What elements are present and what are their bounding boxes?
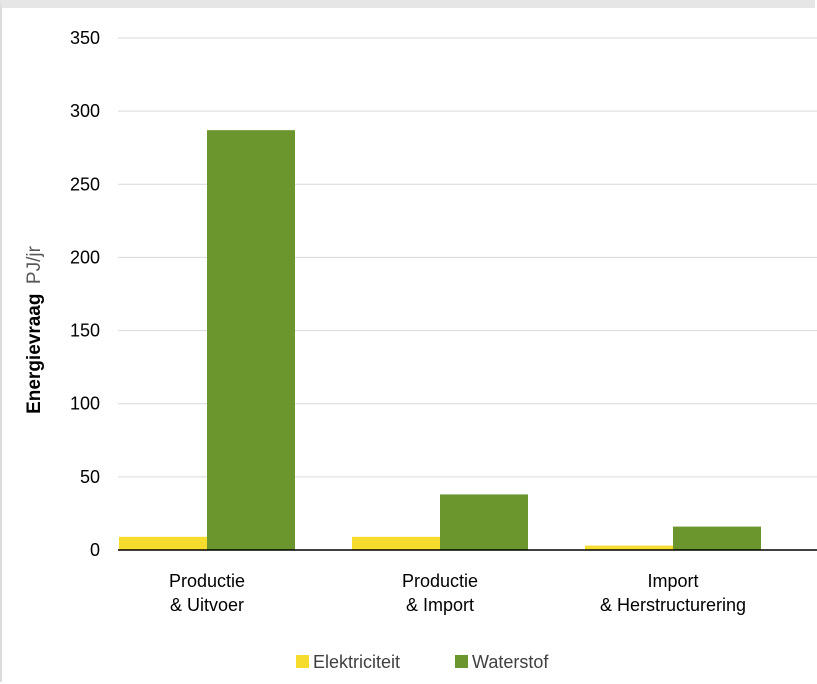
bar-elektriciteit-2 [585,545,673,550]
bar-elektriciteit-1 [352,536,440,550]
y-axis-title-unit: PJ/jr [24,245,45,284]
legend-label-waterstof: Waterstof [472,652,549,672]
y-tick-label: 150 [70,321,100,341]
y-axis-title-main: Energievraag [24,294,45,414]
bars [119,130,761,550]
x-category-label: Productie [169,571,245,591]
x-category-label: & Import [406,595,474,615]
x-category-label: Productie [402,571,478,591]
y-axis-title: Energievraag PJ/jr [24,245,45,414]
x-category-label: & Herstructurering [600,595,746,615]
bar-waterstof-1 [440,494,528,550]
category-labels: Productie & Uitvoer Productie & Import Impor… [169,571,746,615]
y-tick-labels: 0 50 100 150 200 250 300 350 [70,28,100,560]
legend-label-elektriciteit: Elektriciteit [313,652,400,672]
bar-waterstof-2 [673,526,761,550]
legend-swatch-elektriciteit [296,655,309,668]
gridlines [118,37,817,478]
y-tick-label: 200 [70,247,100,267]
y-tick-label: 250 [70,174,100,194]
x-category-label: Import [647,571,698,591]
legend: Elektriciteit Waterstof [296,652,549,672]
bar-elektriciteit-0 [119,536,207,550]
y-tick-label: 100 [70,394,100,414]
y-tick-label: 0 [90,540,100,560]
y-tick-label: 50 [80,467,100,487]
legend-swatch-waterstof [455,655,468,668]
bar-waterstof-0 [207,130,295,550]
y-tick-label: 350 [70,28,100,48]
y-tick-label: 300 [70,101,100,121]
x-category-label: & Uitvoer [170,595,244,615]
